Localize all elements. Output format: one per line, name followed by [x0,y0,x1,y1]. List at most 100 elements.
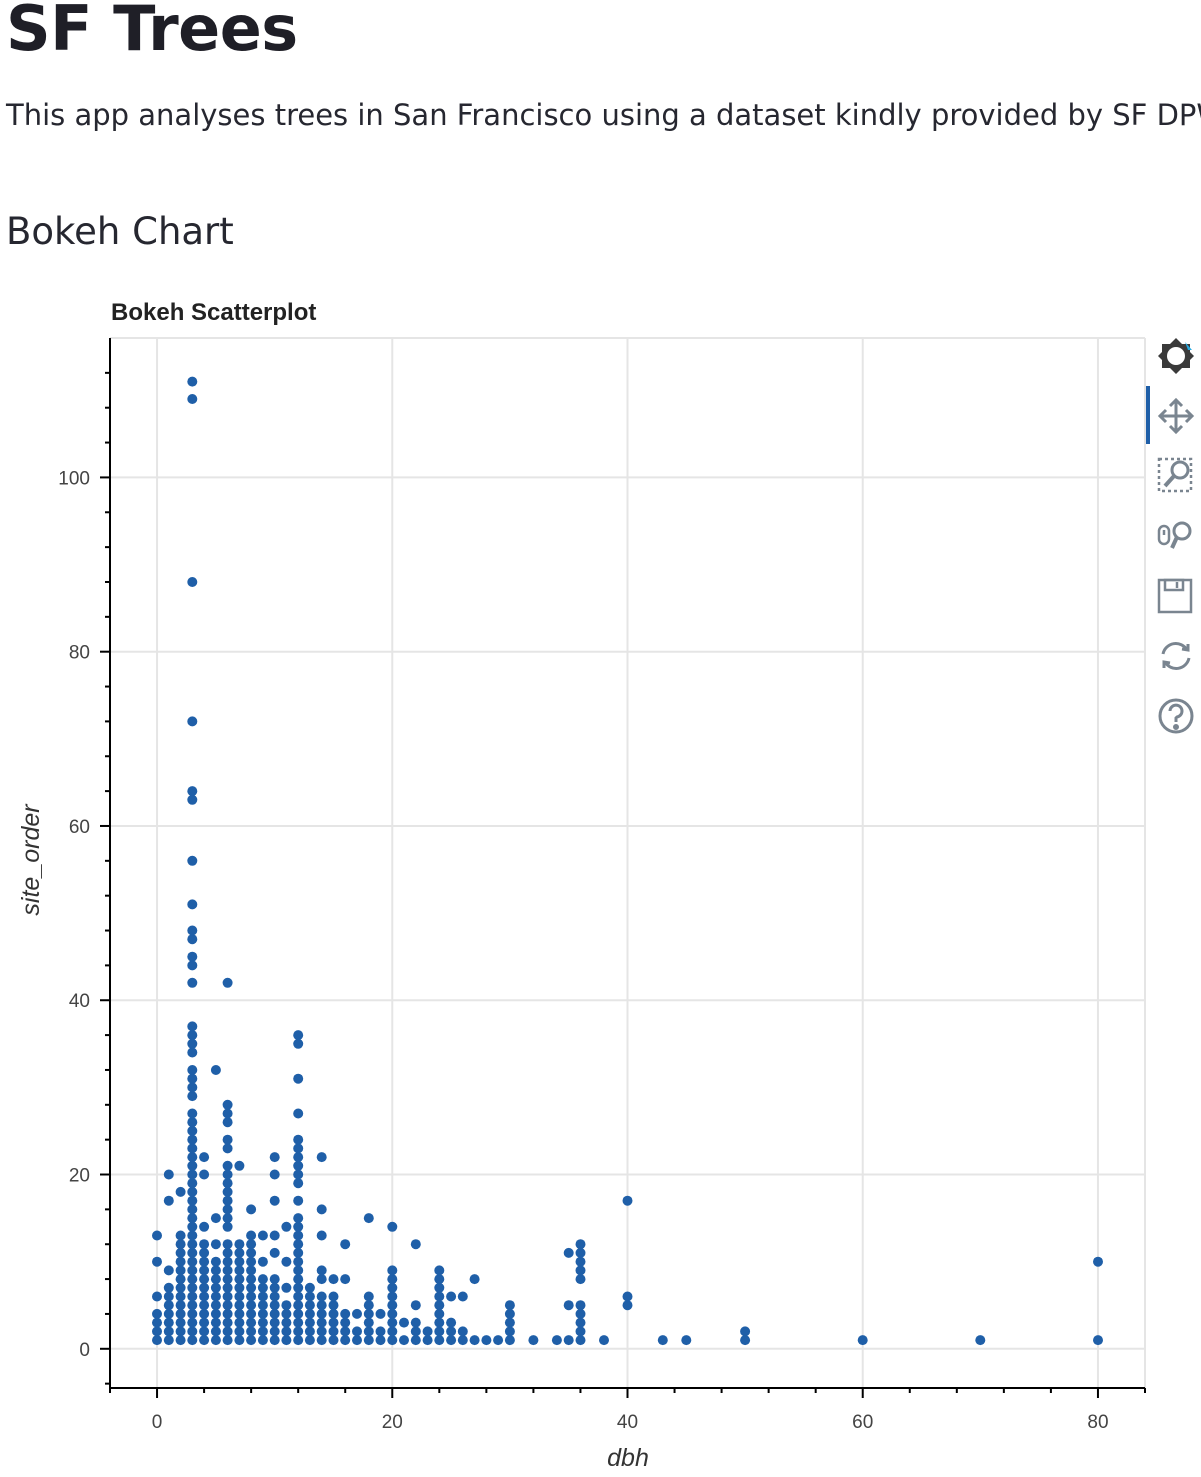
data-point [234,1300,245,1311]
data-point [293,1030,304,1041]
data-point [222,1274,233,1285]
data-point [175,1291,186,1302]
data-point [410,1317,421,1328]
bokeh-logo-icon[interactable] [1156,336,1196,376]
data-point [210,1256,221,1267]
data-point [281,1335,292,1346]
data-point [340,1335,351,1346]
data-point [257,1274,268,1285]
data-point [199,1247,210,1258]
data-point [187,786,198,797]
data-point [434,1274,445,1285]
data-point [328,1317,339,1328]
data-point [293,1160,304,1171]
data-point [269,1230,280,1241]
data-point [175,1186,186,1197]
data-point [293,1274,304,1285]
data-point [293,1108,304,1119]
data-point [246,1247,257,1258]
data-point [340,1239,351,1250]
reset-icon[interactable] [1156,636,1196,676]
data-point [175,1274,186,1285]
data-point [187,855,198,866]
data-point [187,1108,198,1119]
data-point [387,1221,398,1232]
data-point [575,1335,586,1346]
data-point [304,1308,315,1319]
data-point [293,1291,304,1302]
data-point [210,1335,221,1346]
data-point [269,1308,280,1319]
help-icon[interactable] [1156,696,1196,736]
data-point [210,1326,221,1337]
bokeh-chart[interactable]: 0 20 40 60 80 0 20 40 60 80 100 Bokeh Scatterplot … [0,280,1201,1473]
box-zoom-icon[interactable] [1156,456,1196,496]
data-point [175,1326,186,1337]
data-point [363,1213,374,1224]
data-point [163,1282,174,1293]
data-point [269,1282,280,1293]
data-point [304,1291,315,1302]
data-point [187,1317,198,1328]
data-point [257,1291,268,1302]
y-tick-label: 80 [69,643,90,664]
data-point [187,1221,198,1232]
data-point [246,1308,257,1319]
data-point [152,1230,162,1241]
x-tick-label: 40 [617,1412,638,1433]
data-point [410,1335,421,1346]
data-point [328,1291,339,1302]
data-point [304,1335,315,1346]
data-point [199,1326,210,1337]
data-point [446,1326,457,1337]
data-point [234,1291,245,1302]
data-point [469,1274,480,1285]
data-point [457,1335,468,1346]
data-point [363,1335,374,1346]
data-point [504,1317,515,1328]
data-point [293,1317,304,1328]
data-point [199,1300,210,1311]
data-point [257,1282,268,1293]
data-point [422,1326,433,1337]
data-point [152,1256,162,1267]
data-point [316,1326,327,1337]
data-point [281,1300,292,1311]
data-point [187,1204,198,1215]
data-point [187,1195,198,1206]
data-point [210,1282,221,1293]
data-point [187,1256,198,1267]
data-point [340,1274,351,1285]
data-point [187,1073,198,1084]
save-icon[interactable] [1156,576,1196,616]
data-point [222,1143,233,1154]
data-point [222,1108,233,1119]
data-point [234,1317,245,1328]
data-point [269,1335,280,1346]
data-point [246,1265,257,1276]
data-point [504,1335,515,1346]
data-point [257,1256,268,1267]
data-point [222,1308,233,1319]
pan-icon[interactable] [1156,396,1196,436]
data-point [175,1230,186,1241]
data-point [187,1134,198,1145]
data-point [622,1195,633,1206]
wheel-zoom-icon[interactable] [1156,516,1196,556]
data-point [599,1335,609,1346]
data-point [293,1300,304,1311]
y-tick-label: 100 [58,468,90,489]
data-point [316,1152,327,1163]
data-point [152,1326,162,1337]
data-point [293,1213,304,1224]
data-point [387,1335,398,1346]
data-point [187,1143,198,1154]
data-point [175,1247,186,1258]
data-point [328,1335,339,1346]
data-point [293,1308,304,1319]
data-point [304,1326,315,1337]
data-point [187,794,198,805]
data-point [187,1160,198,1171]
data-point [187,925,198,936]
